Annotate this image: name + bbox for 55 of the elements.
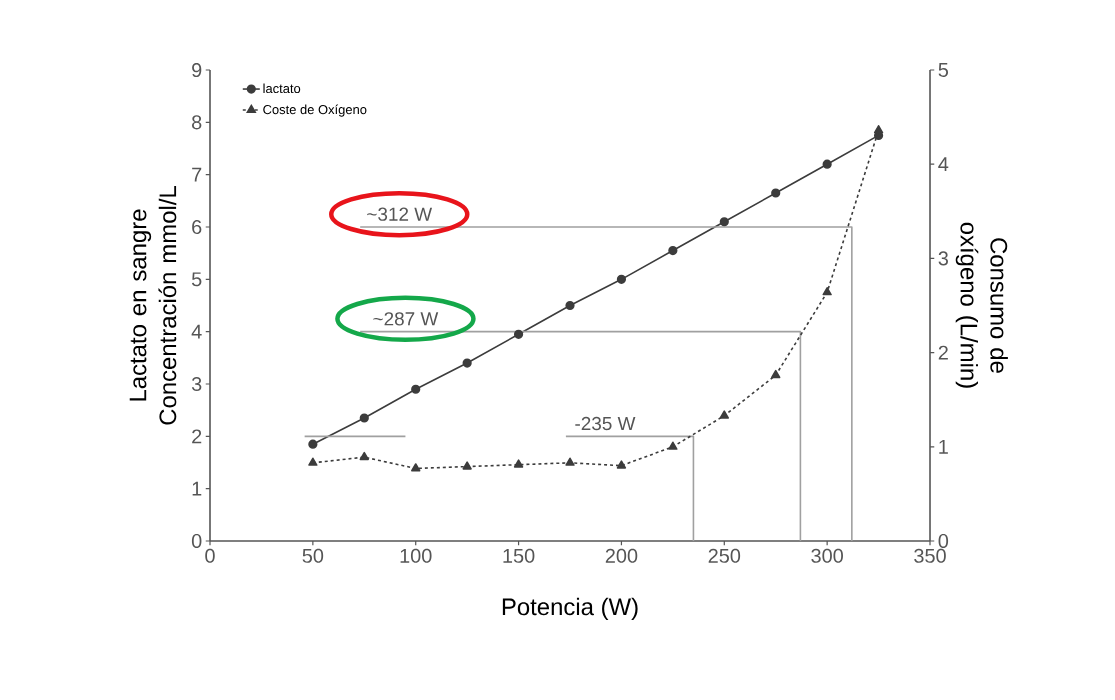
point	[513, 459, 524, 468]
x-tick-label: 50	[302, 548, 324, 563]
y-tick-label: 6	[192, 219, 202, 235]
y-tick-label: 9	[192, 62, 202, 78]
y-tick-label: 8	[192, 115, 202, 130]
point	[565, 457, 575, 466]
legend-label: Coste de Oxígeno	[263, 104, 367, 117]
point	[616, 460, 627, 469]
point	[308, 457, 318, 466]
x-tick-label: 150	[503, 548, 535, 563]
y2-tick-label: 3	[938, 251, 948, 266]
point	[873, 124, 884, 134]
point	[668, 245, 678, 256]
y2-tick-label: 0	[938, 533, 949, 549]
y2-tick-label: 2	[938, 345, 948, 360]
x-axis-title: Potencia (W)	[502, 597, 638, 620]
y-tick-label: 3	[191, 376, 202, 392]
legend-label: lactato	[263, 83, 301, 94]
x-tick-label: 100	[400, 548, 432, 563]
y-tick-label: 5	[191, 272, 202, 287]
y-tick-label: 7	[192, 167, 202, 182]
point	[822, 287, 832, 296]
x-tick-label: 200	[605, 548, 638, 563]
y-tick-label: 0	[191, 533, 202, 549]
point	[513, 329, 524, 339]
y2-tick-label: 4	[938, 157, 949, 172]
point	[359, 413, 369, 423]
point	[359, 451, 369, 461]
y2-tick-label: 5	[938, 63, 949, 77]
point	[668, 441, 678, 450]
annotation: ~287 W	[373, 312, 439, 326]
point	[462, 358, 472, 368]
point	[719, 217, 729, 227]
y-axis-title: Lactato en sangre Concentración mmol/L	[129, 186, 177, 425]
point	[719, 410, 729, 419]
point	[771, 369, 781, 379]
y-tick-label: 1	[192, 481, 202, 496]
point	[462, 461, 472, 470]
x-tick-label: 300	[811, 548, 843, 563]
point	[616, 274, 627, 284]
x-tick-label: 350	[914, 548, 946, 563]
y-tick-label: 2	[192, 429, 202, 444]
point	[411, 463, 421, 472]
point	[565, 300, 575, 311]
x-tick-label: 0	[205, 548, 215, 563]
annotation: -235 W	[575, 416, 636, 431]
point	[822, 159, 832, 169]
y2-tick-label: 1	[939, 439, 948, 454]
x-tick-label: 250	[708, 548, 741, 563]
point	[411, 384, 421, 394]
point	[308, 439, 318, 449]
y2-axis-title: Consumo de oxígeno (L/min)	[955, 222, 1008, 388]
annotation: ~312 W	[367, 207, 433, 221]
y-tick-label: 4	[191, 324, 202, 339]
point	[771, 188, 781, 198]
